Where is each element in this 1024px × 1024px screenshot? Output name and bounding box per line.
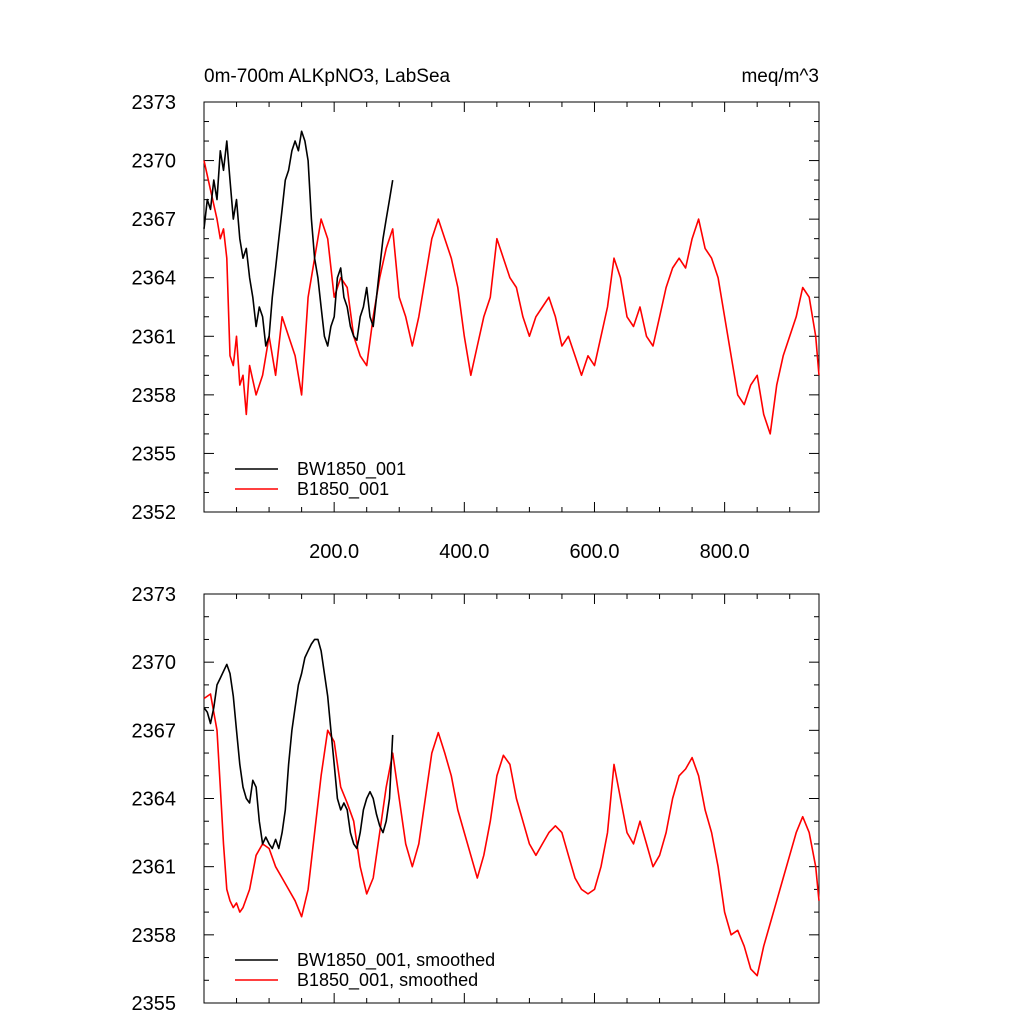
plot-frame <box>203 593 820 1004</box>
y-tick-label: 2367 <box>132 720 177 742</box>
legend-label-1: BW1850_001, smoothed <box>297 950 495 971</box>
y-tick-label: 2358 <box>132 925 177 947</box>
y-tick-label: 2358 <box>132 385 177 407</box>
chart-2: 2355 2358 2361 2364 2367 2370 2373 BW1850_001, … <box>132 584 820 1015</box>
legend-label-2: B1850_001 <box>297 479 389 500</box>
x-tick-label: 400.0 <box>439 541 489 563</box>
plot-frame <box>203 101 820 513</box>
series-line-1 <box>203 638 394 850</box>
y-tick-label: 2367 <box>132 209 177 231</box>
series-line-2 <box>203 693 820 977</box>
x-tick-label: 800.0 <box>700 541 750 563</box>
y-tick-label: 2355 <box>132 443 177 465</box>
chart-1: 2352 2355 2358 2361 2364 2367 2370 2373 200.0 400… <box>132 66 820 563</box>
chart-title-left: 0m-700m ALKpNO3, LabSea <box>204 66 451 87</box>
y-tick-label: 2373 <box>132 92 177 114</box>
chart-title-right: meq/m^3 <box>741 66 819 87</box>
y-tick-label: 2361 <box>132 857 177 879</box>
y-tick-label: 2361 <box>132 326 177 348</box>
series-line-2 <box>203 160 820 435</box>
legend-label-1: BW1850_001 <box>297 459 406 480</box>
series-line-1 <box>203 130 394 347</box>
x-tick-label: 200.0 <box>309 541 359 563</box>
legend-label-2: B1850_001, smoothed <box>297 970 478 991</box>
y-tick-label: 2352 <box>132 502 177 524</box>
x-tick-label: 600.0 <box>569 541 619 563</box>
y-tick-label: 2370 <box>132 652 177 674</box>
y-tick-label: 2370 <box>132 151 177 173</box>
y-tick-label: 2364 <box>132 789 177 811</box>
y-tick-label: 2355 <box>132 993 177 1015</box>
y-tick-label: 2373 <box>132 584 177 606</box>
y-tick-label: 2364 <box>132 268 177 290</box>
